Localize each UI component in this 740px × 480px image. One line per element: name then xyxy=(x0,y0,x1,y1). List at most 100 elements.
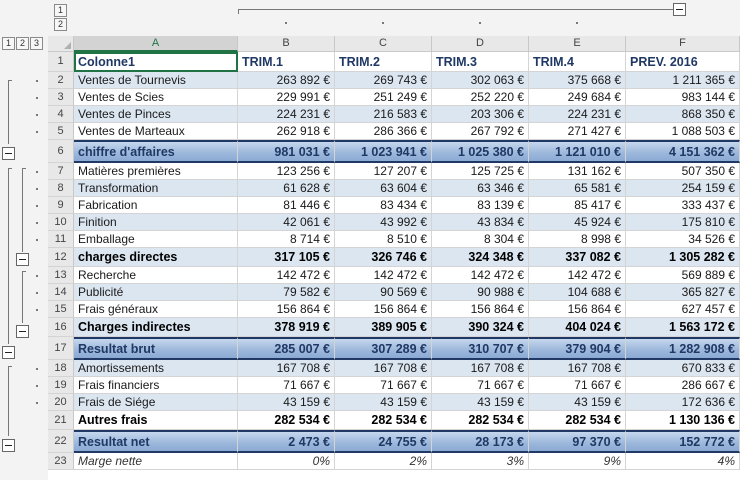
row-number[interactable]: 5 xyxy=(48,123,74,140)
row-number[interactable]: 7 xyxy=(48,163,74,180)
row-number[interactable]: 20 xyxy=(48,394,74,411)
cell-a-label[interactable]: Recherche xyxy=(74,267,238,284)
cell-c-value[interactable]: 8 510 € xyxy=(335,231,432,248)
cell-c-value[interactable]: 307 289 € xyxy=(335,337,432,360)
cell-b-value[interactable]: 262 918 € xyxy=(238,123,335,140)
cell-b-value[interactable]: 378 919 € xyxy=(238,318,335,337)
cell-a-label[interactable]: Publicité xyxy=(74,284,238,301)
cell-c-value[interactable]: 2% xyxy=(335,453,432,470)
cell-a-label[interactable]: chiffre d'affaires xyxy=(74,140,238,163)
cell-d-value[interactable]: 28 173 € xyxy=(432,430,529,453)
cell-e-value[interactable]: 271 427 € xyxy=(529,123,626,140)
cell-f-value[interactable]: 254 159 € xyxy=(626,180,740,197)
cell-d-value[interactable]: 83 139 € xyxy=(432,197,529,214)
column-level-2-button[interactable]: 2 xyxy=(54,18,67,31)
cell-d-value[interactable]: 43 159 € xyxy=(432,394,529,411)
cell-d-value[interactable]: 203 306 € xyxy=(432,106,529,123)
cell-b-value[interactable]: 285 007 € xyxy=(238,337,335,360)
header-cell-c[interactable]: TRIM.2 xyxy=(335,52,432,72)
row-number[interactable]: 15 xyxy=(48,301,74,318)
cell-a-label[interactable]: Emballage xyxy=(74,231,238,248)
header-cell-e[interactable]: TRIM.4 xyxy=(529,52,626,72)
cell-a-label[interactable]: Matières premières xyxy=(74,163,238,180)
column-header-e[interactable]: E xyxy=(529,36,626,52)
cell-a-label[interactable]: Resultat brut xyxy=(74,337,238,360)
cell-f-value[interactable]: 1 305 282 € xyxy=(626,248,740,267)
cell-c-value[interactable]: 43 992 € xyxy=(335,214,432,231)
row-number[interactable]: 8 xyxy=(48,180,74,197)
cell-f-value[interactable]: 172 636 € xyxy=(626,394,740,411)
cell-d-value[interactable]: 324 348 € xyxy=(432,248,529,267)
cell-a-label[interactable]: Fabrication xyxy=(74,197,238,214)
row-number[interactable]: 17 xyxy=(48,337,74,360)
cell-d-value[interactable]: 125 725 € xyxy=(432,163,529,180)
cell-c-value[interactable]: 90 569 € xyxy=(335,284,432,301)
cell-b-value[interactable]: 81 446 € xyxy=(238,197,335,214)
cell-e-value[interactable]: 282 534 € xyxy=(529,411,626,430)
row-level-1-button[interactable]: 1 xyxy=(2,37,15,50)
cell-a-label[interactable]: Transformation xyxy=(74,180,238,197)
cell-f-value[interactable]: 1 211 365 € xyxy=(626,72,740,89)
cell-b-value[interactable]: 263 892 € xyxy=(238,72,335,89)
cell-e-value[interactable]: 249 684 € xyxy=(529,89,626,106)
header-cell-d[interactable]: TRIM.3 xyxy=(432,52,529,72)
column-group-collapse-button[interactable] xyxy=(673,3,686,16)
column-header-f[interactable]: F xyxy=(626,36,740,52)
cell-e-value[interactable]: 1 121 010 € xyxy=(529,140,626,163)
row-number[interactable]: 11 xyxy=(48,231,74,248)
cell-a-label[interactable]: Amortissements xyxy=(74,360,238,377)
cell-d-value[interactable]: 252 220 € xyxy=(432,89,529,106)
cell-e-value[interactable]: 104 688 € xyxy=(529,284,626,301)
cell-c-value[interactable]: 43 159 € xyxy=(335,394,432,411)
cell-c-value[interactable]: 142 472 € xyxy=(335,267,432,284)
cell-c-value[interactable]: 251 249 € xyxy=(335,89,432,106)
cell-f-value[interactable]: 983 144 € xyxy=(626,89,740,106)
cell-d-value[interactable]: 142 472 € xyxy=(432,267,529,284)
cell-e-value[interactable]: 97 370 € xyxy=(529,430,626,453)
cell-d-value[interactable]: 90 988 € xyxy=(432,284,529,301)
cell-c-value[interactable]: 127 207 € xyxy=(335,163,432,180)
cell-b-value[interactable]: 2 473 € xyxy=(238,430,335,453)
cell-b-value[interactable]: 43 159 € xyxy=(238,394,335,411)
cell-e-value[interactable]: 404 024 € xyxy=(529,318,626,337)
row-level-3-button[interactable]: 3 xyxy=(30,37,43,50)
cell-f-value[interactable]: 4% xyxy=(626,453,740,470)
cell-a-label[interactable]: Ventes de Tournevis xyxy=(74,72,238,89)
cell-a-label[interactable]: Autres frais xyxy=(74,411,238,430)
column-header-b[interactable]: B xyxy=(238,36,335,52)
cell-c-value[interactable]: 156 864 € xyxy=(335,301,432,318)
row-number[interactable]: 10 xyxy=(48,214,74,231)
cell-c-value[interactable]: 71 667 € xyxy=(335,377,432,394)
cell-b-value[interactable]: 229 991 € xyxy=(238,89,335,106)
cell-c-value[interactable]: 1 023 941 € xyxy=(335,140,432,163)
cell-a-label[interactable]: Frais généraux xyxy=(74,301,238,318)
row-number[interactable]: 2 xyxy=(48,72,74,89)
cell-f-value[interactable]: 1 282 908 € xyxy=(626,337,740,360)
cell-a-label[interactable]: Charges indirectes xyxy=(74,318,238,337)
row-level-2-button[interactable]: 2 xyxy=(16,37,29,50)
row-number[interactable]: 1 xyxy=(48,52,74,72)
cell-f-value[interactable]: 286 667 € xyxy=(626,377,740,394)
cell-c-value[interactable]: 63 604 € xyxy=(335,180,432,197)
row-number[interactable]: 13 xyxy=(48,267,74,284)
cell-e-value[interactable]: 45 924 € xyxy=(529,214,626,231)
cell-e-value[interactable]: 375 668 € xyxy=(529,72,626,89)
row-number[interactable]: 3 xyxy=(48,89,74,106)
cell-c-value[interactable]: 24 755 € xyxy=(335,430,432,453)
row-number[interactable]: 19 xyxy=(48,377,74,394)
cell-f-value[interactable]: 868 350 € xyxy=(626,106,740,123)
cell-c-value[interactable]: 167 708 € xyxy=(335,360,432,377)
cell-d-value[interactable]: 3% xyxy=(432,453,529,470)
cell-c-value[interactable]: 216 583 € xyxy=(335,106,432,123)
cell-c-value[interactable]: 269 743 € xyxy=(335,72,432,89)
cell-d-value[interactable]: 43 834 € xyxy=(432,214,529,231)
cell-f-value[interactable]: 1 563 172 € xyxy=(626,318,740,337)
cell-e-value[interactable]: 337 082 € xyxy=(529,248,626,267)
cell-f-value[interactable]: 365 827 € xyxy=(626,284,740,301)
cell-e-value[interactable]: 167 708 € xyxy=(529,360,626,377)
cell-a-label[interactable]: charges directes xyxy=(74,248,238,267)
cell-f-value[interactable]: 152 772 € xyxy=(626,430,740,453)
row-number[interactable]: 23 xyxy=(48,453,74,470)
cell-f-value[interactable]: 4 151 362 € xyxy=(626,140,740,163)
cell-b-value[interactable]: 981 031 € xyxy=(238,140,335,163)
